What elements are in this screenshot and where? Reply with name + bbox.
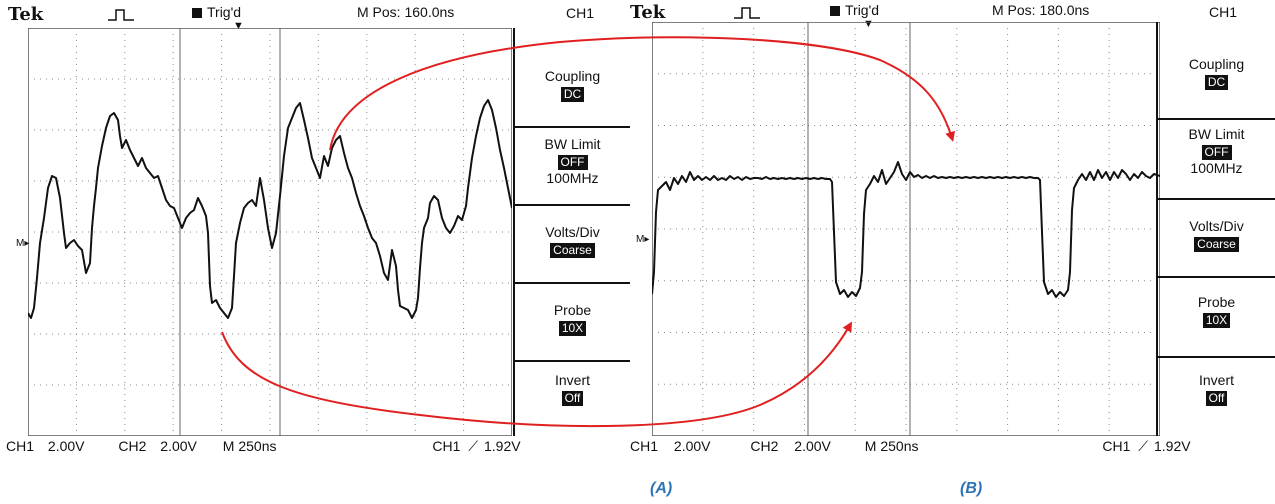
trigger-square-icon: [192, 8, 202, 18]
ch2-label: CH2: [750, 438, 779, 454]
menu-probe-value: 10X: [1202, 313, 1231, 328]
channel-header: CH1: [565, 5, 594, 21]
menu-volts-div-value: Coarse: [1194, 237, 1239, 252]
graticule-frame: [652, 22, 1160, 436]
menu-probe-label: Probe: [1197, 294, 1236, 310]
ch1-scale: 2.00V: [47, 438, 85, 454]
menu-separator: [1158, 198, 1275, 200]
ch1-label: CH1: [6, 438, 35, 454]
menu-coupling-label: Coupling: [1188, 56, 1245, 72]
waveform-trace: [28, 99, 512, 319]
menu-volts-div-value: Coarse: [550, 243, 595, 258]
menu-bw-limit-label: BW Limit: [544, 136, 601, 152]
oscilloscope-panel-b: Tek Trig'd ▼ M Pos: 180.0ns CH1: [630, 0, 1275, 466]
menu-bw-limit-sub: 100MHz: [1190, 160, 1243, 176]
graticule-b: [652, 22, 1160, 436]
menu-invert-label: Invert: [554, 372, 590, 388]
menu-probe-label: Probe: [553, 302, 592, 318]
trigger-status-label: Trig'd: [845, 2, 880, 18]
pulse-icon: [108, 9, 134, 21]
menu-separator: [1158, 118, 1275, 120]
menu-separator: [1158, 356, 1275, 358]
trigger-level: 1.92V: [1153, 438, 1191, 454]
timebase: M 250ns: [864, 438, 919, 454]
ground-marker-icon: M▸: [636, 234, 650, 245]
trigger-status: Trig'd: [192, 4, 241, 20]
menu-invert-value: Off: [1205, 391, 1228, 406]
menu-bw-limit[interactable]: BW Limit OFF 100MHz: [515, 136, 630, 187]
trigger-position-arrow-icon: ▼: [233, 20, 244, 32]
trigger-channel: CH1: [1102, 438, 1131, 454]
oscilloscope-panel-a: Tek Trig'd ▼ M Pos: 160.0ns CH1: [0, 0, 630, 466]
menu-coupling-value: DC: [1204, 75, 1229, 90]
channel-header: CH1: [1208, 4, 1237, 20]
menu-coupling[interactable]: Coupling DC: [1158, 56, 1275, 90]
menu-volts-div[interactable]: Volts/Div Coarse: [515, 224, 630, 258]
ch2-scale: 2.00V: [794, 438, 831, 454]
trigger-level: 1.92V: [483, 438, 521, 454]
trigger-status: Trig'd: [830, 2, 879, 18]
ch1-scale: 2.00V: [673, 438, 711, 454]
menu-separator: [515, 204, 630, 206]
status-bar-b: CH1 2.00V CH2 2.00V M 250ns CH1 ⟋ 1.92V: [630, 438, 1191, 455]
trigger-position-arrow-icon: ▼: [863, 18, 874, 30]
trigger-square-icon: [830, 6, 840, 16]
trigger-edge-icon: ⟋: [1138, 438, 1149, 454]
side-menu-a: Coupling DC BW Limit OFF 100MHz Volts/Di…: [513, 28, 630, 436]
trigger-edge-icon: ⟋: [468, 438, 479, 454]
menu-volts-div-label: Volts/Div: [545, 224, 600, 240]
brand-label: Tek: [630, 2, 666, 23]
menu-separator: [515, 126, 630, 128]
pulse-icon: [734, 7, 760, 19]
ch1-label: CH1: [630, 438, 659, 454]
menu-coupling[interactable]: Coupling DC: [515, 68, 630, 102]
menu-probe[interactable]: Probe 10X: [1158, 294, 1275, 328]
menu-invert[interactable]: Invert Off: [1158, 372, 1275, 406]
menu-coupling-label: Coupling: [544, 68, 601, 84]
ch2-label: CH2: [118, 438, 147, 454]
m-pos-readout: M Pos: 160.0ns: [357, 4, 455, 20]
caption-a: (A): [650, 480, 673, 497]
menu-invert[interactable]: Invert Off: [515, 372, 630, 406]
menu-coupling-value: DC: [560, 87, 585, 102]
menu-bw-limit-value: OFF: [557, 155, 588, 170]
menu-volts-div-label: Volts/Div: [1189, 218, 1244, 234]
menu-bw-limit-label: BW Limit: [1188, 126, 1245, 142]
graticule-a: [28, 28, 512, 436]
timebase: M 250ns: [222, 438, 277, 454]
menu-invert-value: Off: [561, 391, 584, 406]
menu-probe-value: 10X: [558, 321, 587, 336]
graticule-grid: [28, 28, 512, 436]
menu-separator: [515, 360, 630, 362]
menu-probe[interactable]: Probe 10X: [515, 302, 630, 336]
side-menu-b: Coupling DC BW Limit OFF 100MHz Volts/Di…: [1156, 22, 1275, 436]
menu-bw-limit[interactable]: BW Limit OFF 100MHz: [1158, 126, 1275, 177]
ground-marker-icon: M▸: [16, 238, 30, 249]
status-bar-a: CH1 2.00V CH2 2.00V M 250ns CH1 ⟋ 1.92V: [6, 438, 521, 455]
caption-b: (B): [960, 480, 983, 497]
menu-invert-label: Invert: [1198, 372, 1234, 388]
trigger-status-label: Trig'd: [207, 4, 242, 20]
graticule-grid: [652, 22, 1160, 436]
brand-label: Tek: [8, 4, 44, 25]
waveform-trace: [652, 161, 1160, 298]
menu-volts-div[interactable]: Volts/Div Coarse: [1158, 218, 1275, 252]
trigger-channel: CH1: [432, 438, 461, 454]
ch2-scale: 2.00V: [160, 438, 197, 454]
menu-separator: [1158, 276, 1275, 278]
menu-bw-limit-value: OFF: [1201, 145, 1232, 160]
menu-separator: [515, 282, 630, 284]
menu-bw-limit-sub: 100MHz: [546, 170, 599, 186]
m-pos-readout: M Pos: 180.0ns: [992, 2, 1090, 18]
